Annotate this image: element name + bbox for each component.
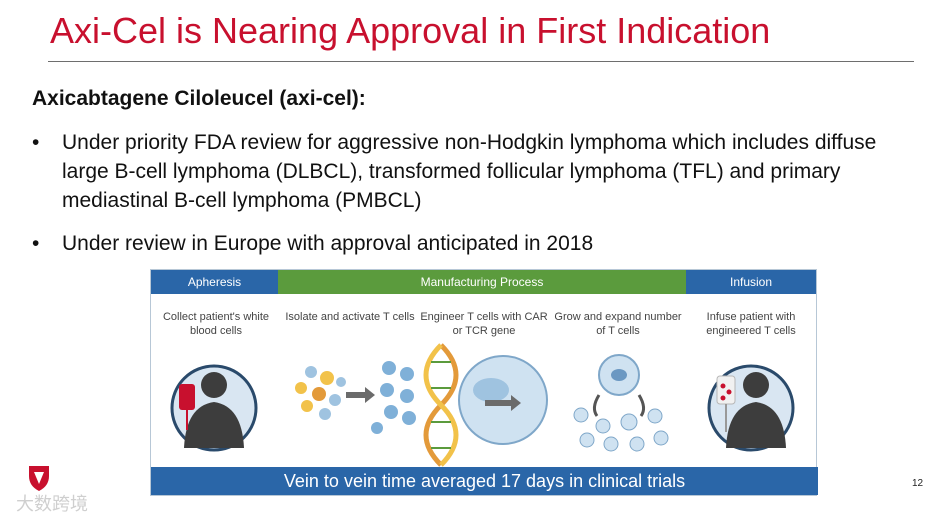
cells-isolate-icon — [295, 361, 416, 434]
patient-infuse-icon — [707, 364, 795, 452]
header-infusion: Infusion — [686, 270, 816, 294]
vein-to-vein-banner: Vein to vein time averaged 17 days in cl… — [151, 467, 818, 495]
company-logo-icon — [29, 466, 49, 491]
bullet-glyph: • — [32, 232, 40, 255]
header-apheresis: Apheresis — [151, 270, 278, 294]
process-figure: Apheresis Manufacturing Process Infusion… — [150, 269, 818, 496]
bullet-text: Under review in Europe with approval ant… — [62, 232, 594, 255]
bullet-item: • Under review in Europe with approval a… — [32, 229, 927, 258]
cells-expand-icon — [573, 354, 669, 452]
page-number: 12 — [912, 478, 924, 489]
section-subtitle: Axicabtagene Ciloleucel (axi-cel): — [32, 87, 366, 110]
process-illustration — [170, 343, 795, 467]
dna-engineer-icon — [423, 343, 548, 467]
patient-collect-icon — [170, 364, 258, 452]
bullet-text: Under priority FDA review for aggressive… — [62, 131, 877, 212]
watermark-text: 大数跨境 — [16, 494, 88, 514]
bullet-item: • Under priority FDA review for aggressi… — [32, 128, 927, 215]
title-divider — [48, 61, 914, 62]
bullet-list: • Under priority FDA review for aggressi… — [32, 128, 927, 272]
step-collect: Collect patient's white blood cells — [162, 311, 270, 337]
step-infuse: Infuse patient with engineered T cells — [706, 311, 796, 337]
step-grow: Grow and expand number of T cells — [554, 311, 682, 337]
step-engineer: Engineer T cells with CAR or TCR gene — [420, 311, 548, 337]
header-manufacturing: Manufacturing Process — [278, 270, 686, 294]
slide-title: Axi-Cel is Nearing Approval in First Ind… — [50, 10, 771, 51]
bullet-glyph: • — [32, 131, 40, 154]
step-isolate: Isolate and activate T cells — [285, 311, 415, 323]
